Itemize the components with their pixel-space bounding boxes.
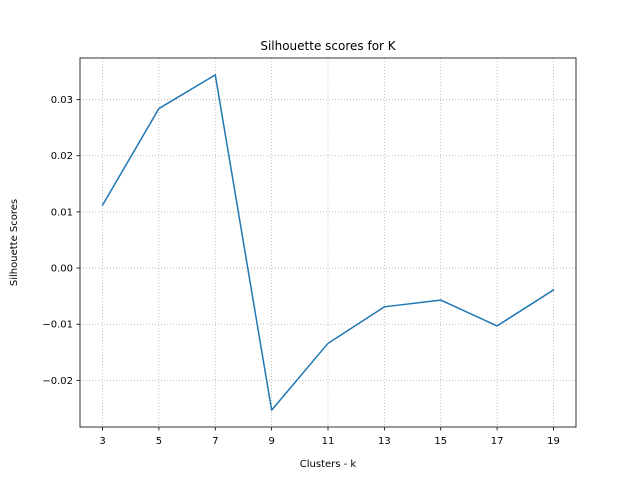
y-tick-label: 0.03 (51, 95, 73, 106)
y-tick-label: −0.01 (42, 320, 73, 331)
y-tick-label: 0.00 (51, 264, 73, 275)
y-tick-label: 0.01 (51, 207, 73, 218)
x-tick-label: 19 (547, 436, 560, 447)
x-axis-label: Clusters - k (300, 459, 357, 470)
series-layer (101, 74, 555, 411)
chart-title: Silhouette scores for K (260, 39, 396, 53)
y-axis-label: Silhouette Scores (9, 199, 20, 286)
y-tick-label: 0.02 (51, 151, 73, 162)
x-tick-label: 15 (434, 436, 447, 447)
x-tick-label: 13 (378, 436, 391, 447)
y-axis: −0.02 −0.01 0.00 0.01 0.02 0.03 (42, 95, 80, 387)
x-tick-label: 17 (491, 436, 504, 447)
x-tick-label: 7 (212, 436, 218, 447)
x-tick-label: 9 (268, 436, 274, 447)
series-line (101, 74, 555, 411)
x-tick-label: 11 (322, 436, 335, 447)
x-tick-label: 3 (99, 436, 105, 447)
x-tick-label: 5 (156, 436, 162, 447)
y-tick-label: −0.02 (42, 376, 73, 387)
x-axis: 3 5 7 9 11 13 15 17 19 (99, 427, 560, 447)
